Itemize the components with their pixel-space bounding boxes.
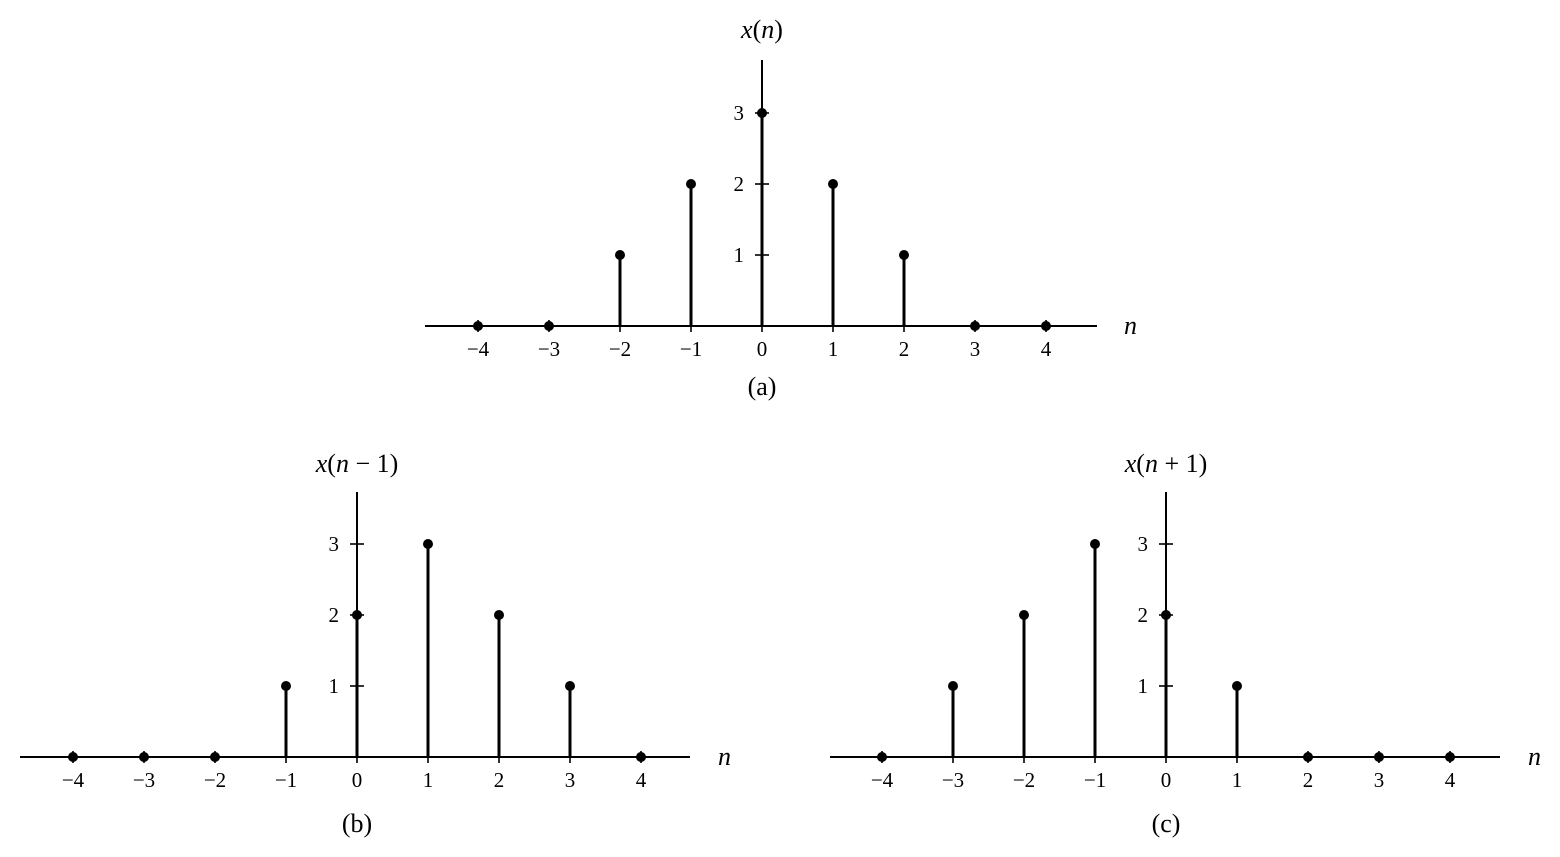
stem-point <box>877 752 887 762</box>
y-tick-label: 1 <box>1138 674 1149 698</box>
x-tick-label: 0 <box>352 768 363 792</box>
y-tick-label: 1 <box>734 243 745 267</box>
x-axis-label: n <box>1124 311 1137 340</box>
x-tick-label: 0 <box>1161 768 1172 792</box>
x-tick-label: 2 <box>1303 768 1314 792</box>
panel-caption: (c) <box>1152 809 1181 838</box>
stem-point <box>686 179 696 189</box>
x-tick-label: −4 <box>467 337 490 361</box>
stem-point <box>139 752 149 762</box>
x-tick-label: 3 <box>1374 768 1385 792</box>
x-tick-label: 1 <box>1232 768 1243 792</box>
stem-point <box>565 681 575 691</box>
y-tick-label: 2 <box>1138 603 1149 627</box>
stem-point <box>1303 752 1313 762</box>
stem-point <box>1161 610 1171 620</box>
x-tick-label: 4 <box>1445 768 1456 792</box>
x-tick-label: 2 <box>899 337 910 361</box>
stem-plot-b: 1 2 3 −4 −3 −2 −1 0 1 2 3 4 n x(n − 1) (b) <box>20 449 731 838</box>
plot-title: x(n + 1) <box>1124 449 1208 478</box>
stem-plot-c: 1 2 3 −4 −3 −2 −1 0 1 2 3 4 n x(n + 1) (c) <box>830 449 1541 838</box>
stem-point <box>210 752 220 762</box>
x-tick-label: 0 <box>757 337 768 361</box>
stem-point <box>757 108 767 118</box>
x-tick-label: −1 <box>275 768 297 792</box>
y-tick-label: 3 <box>734 101 745 125</box>
stem-plot-a: 1 2 3 −4 −3 −2 −1 0 1 2 3 4 n x(n) (a) <box>425 15 1137 401</box>
x-tick-label: −2 <box>1013 768 1035 792</box>
stem-point <box>423 539 433 549</box>
panel-caption: (b) <box>342 809 372 838</box>
x-tick-label: 3 <box>565 768 576 792</box>
x-tick-label: 4 <box>636 768 647 792</box>
stem-point <box>1232 681 1242 691</box>
y-tick-label: 3 <box>329 532 340 556</box>
stem-point <box>899 250 909 260</box>
stem-point <box>1090 539 1100 549</box>
panel-caption: (a) <box>748 372 777 401</box>
x-tick-label: −3 <box>538 337 560 361</box>
y-tick-label: 3 <box>1138 532 1149 556</box>
x-axis-label: n <box>718 742 731 771</box>
x-tick-label: 1 <box>423 768 434 792</box>
y-tick-label: 2 <box>734 172 745 196</box>
x-tick-label: −4 <box>62 768 85 792</box>
stem-point <box>1374 752 1384 762</box>
stem-point <box>352 610 362 620</box>
x-tick-label: 2 <box>494 768 505 792</box>
stem-point <box>948 681 958 691</box>
stem-point <box>636 752 646 762</box>
x-tick-label: −4 <box>871 768 894 792</box>
stem-point <box>494 610 504 620</box>
x-axis-label: n <box>1528 742 1541 771</box>
x-tick-label: −1 <box>1084 768 1106 792</box>
stem-point <box>615 250 625 260</box>
stem-point <box>544 321 554 331</box>
stem-point <box>281 681 291 691</box>
x-tick-label: 3 <box>970 337 981 361</box>
stem-point <box>970 321 980 331</box>
y-tick-label: 1 <box>329 674 340 698</box>
stem-point <box>473 321 483 331</box>
plot-title: x(n) <box>740 15 783 44</box>
stem-point <box>68 752 78 762</box>
x-tick-label: −2 <box>609 337 631 361</box>
x-tick-label: 4 <box>1041 337 1052 361</box>
stem-point <box>1019 610 1029 620</box>
stem-point <box>828 179 838 189</box>
y-tick-label: 2 <box>329 603 340 627</box>
x-tick-label: −2 <box>204 768 226 792</box>
x-tick-label: 1 <box>828 337 839 361</box>
x-tick-label: −1 <box>680 337 702 361</box>
stem-point <box>1041 321 1051 331</box>
x-tick-label: −3 <box>133 768 155 792</box>
plot-title: x(n − 1) <box>315 449 399 478</box>
stem-point <box>1445 752 1455 762</box>
x-tick-label: −3 <box>942 768 964 792</box>
